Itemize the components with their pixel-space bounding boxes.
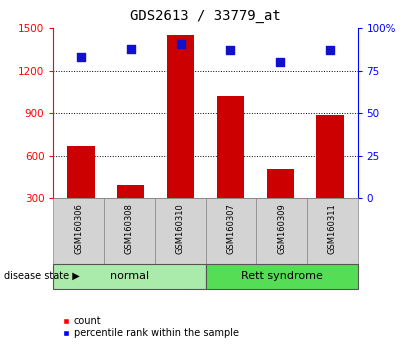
Bar: [307, 198, 358, 264]
Text: normal: normal: [110, 271, 149, 281]
Bar: [104, 198, 155, 264]
Text: GSM160309: GSM160309: [277, 204, 286, 254]
Text: GSM160308: GSM160308: [125, 204, 134, 255]
Text: GSM160307: GSM160307: [226, 204, 236, 255]
Bar: [167, 35, 194, 241]
Bar: [316, 115, 344, 241]
Text: Rett syndrome: Rett syndrome: [240, 271, 323, 281]
Text: disease state ▶: disease state ▶: [4, 271, 80, 281]
Point: [227, 47, 234, 53]
Text: GSM160311: GSM160311: [328, 204, 337, 254]
Point: [78, 55, 84, 60]
Text: GSM160310: GSM160310: [175, 204, 185, 254]
Point: [327, 47, 333, 53]
Bar: [155, 198, 206, 264]
Point: [277, 59, 284, 65]
Bar: [256, 198, 307, 264]
Bar: [217, 96, 244, 241]
Bar: [67, 146, 95, 241]
Bar: [266, 169, 294, 241]
Bar: [53, 198, 104, 264]
Bar: [206, 198, 256, 264]
Text: GDS2613 / 33779_at: GDS2613 / 33779_at: [130, 9, 281, 23]
Bar: [117, 185, 145, 241]
Point: [177, 41, 184, 46]
Bar: [53, 264, 206, 289]
Text: GSM160306: GSM160306: [74, 204, 83, 255]
Point: [127, 46, 134, 52]
Bar: [206, 264, 358, 289]
Legend: count, percentile rank within the sample: count, percentile rank within the sample: [58, 312, 243, 342]
